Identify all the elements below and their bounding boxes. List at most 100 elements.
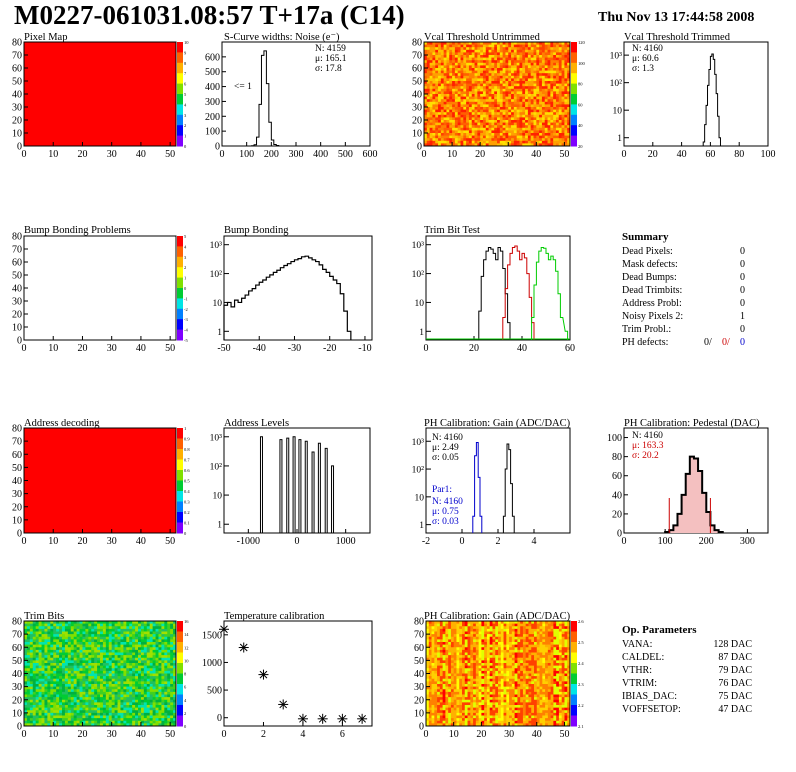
heatmap-cell — [76, 663, 80, 667]
heatmap-cell — [471, 47, 475, 51]
heatmap-cell — [120, 660, 124, 664]
heatmap-cell — [105, 644, 110, 648]
heatmap-cell — [152, 673, 156, 677]
palette-cell — [177, 480, 183, 484]
heatmap-cell — [161, 657, 165, 661]
heatmap-cell — [497, 138, 501, 142]
heatmap-cell — [70, 623, 75, 627]
heatmap-cell — [32, 673, 37, 677]
heatmap-cell — [32, 702, 37, 706]
heatmap-cell — [126, 697, 130, 701]
heatmap-cell — [129, 686, 133, 690]
heatmap-cell — [544, 104, 548, 108]
heatmap-cell — [429, 42, 433, 45]
heatmap-cell — [556, 623, 560, 627]
heatmap-cell — [167, 670, 171, 674]
heatmap-cell — [462, 639, 466, 643]
heatmap-cell — [129, 689, 133, 693]
heatmap-cell — [555, 81, 560, 84]
heatmap-cell — [489, 634, 493, 638]
heatmap-cell — [505, 86, 509, 90]
heatmap-cell — [547, 104, 551, 108]
heatmap-cell — [467, 628, 471, 632]
heatmap-cell — [70, 657, 75, 661]
heatmap-cell — [468, 94, 473, 97]
heatmap-cell — [497, 135, 501, 139]
heatmap-cell — [448, 621, 452, 625]
heatmap-cell — [502, 73, 506, 77]
heatmap-cell — [466, 70, 470, 74]
heatmap-cell — [471, 107, 475, 110]
heatmap-cell — [102, 707, 107, 711]
heatmap-cell — [24, 702, 28, 706]
heatmap-cell — [536, 125, 540, 129]
palette-tick-label: 10 — [184, 40, 189, 45]
heatmap-cell — [97, 705, 101, 709]
heatmap-cell — [457, 91, 461, 95]
heatmap-cell — [91, 657, 95, 661]
heatmap-cell — [105, 705, 110, 709]
heatmap-cell — [550, 120, 554, 123]
heatmap-cell — [567, 143, 571, 147]
heatmap-cell — [102, 663, 107, 667]
heatmap-cell — [41, 705, 45, 709]
heatmap-cell — [494, 99, 498, 103]
heatmap-cell — [511, 42, 515, 45]
heatmap-cell — [502, 135, 506, 139]
heatmap-cell — [105, 642, 110, 646]
heatmap-cell — [530, 112, 534, 116]
heatmap-cell — [513, 57, 518, 61]
heatmap-cell — [443, 49, 447, 53]
heatmap-cell — [173, 686, 177, 690]
heatmap-cell — [94, 684, 98, 688]
heatmap-cell — [26, 668, 31, 672]
heatmap-cell — [111, 686, 116, 690]
heatmap-cell — [555, 62, 560, 66]
heatmap-cell — [516, 47, 520, 51]
heatmap-cell — [41, 660, 45, 664]
heatmap-cell — [497, 140, 501, 144]
heatmap-cell — [564, 626, 568, 630]
heatmap-cell — [102, 686, 107, 690]
heatmap-cell — [79, 705, 83, 709]
heatmap-cell — [485, 109, 489, 113]
palette-cell — [177, 94, 183, 98]
heatmap-cell — [533, 109, 537, 113]
heatmap-cell — [426, 107, 431, 110]
heatmap-cell — [26, 723, 31, 727]
heatmap-cell — [70, 628, 75, 632]
heatmap-cell — [449, 83, 453, 87]
heatmap-cell — [41, 678, 45, 682]
heatmap-cell — [62, 676, 66, 680]
heatmap-cell — [466, 42, 470, 45]
heatmap-cell — [64, 663, 69, 667]
heatmap-cell — [550, 621, 554, 625]
palette-cell — [177, 70, 183, 74]
heatmap-cell — [477, 55, 481, 58]
heatmap-cell — [91, 636, 95, 640]
heatmap-cell — [533, 62, 537, 66]
heatmap-cell — [53, 642, 57, 646]
heatmap-cell — [120, 634, 124, 638]
heatmap-cell — [152, 631, 156, 635]
heatmap-cell — [102, 676, 107, 680]
chart-title: Address decoding — [24, 418, 100, 429]
heatmap-cell — [494, 143, 498, 147]
heatmap-cell — [513, 65, 518, 69]
heatmap-cell — [525, 114, 529, 118]
heatmap-cell — [73, 668, 78, 672]
heatmap-cell — [466, 130, 470, 134]
heatmap-cell — [446, 138, 450, 142]
heatmap-cell — [497, 130, 501, 134]
heatmap-cell — [135, 720, 139, 724]
heatmap-cell — [503, 621, 507, 625]
heatmap-cell — [497, 96, 501, 100]
heatmap-cell — [50, 621, 54, 625]
palette-cell — [177, 712, 183, 716]
heatmap-cell — [449, 101, 453, 105]
heatmap-cell — [161, 628, 165, 632]
palette-tick-label: 0 — [184, 286, 187, 291]
heatmap-cell — [76, 631, 80, 635]
heatmap-cell — [463, 117, 467, 121]
heatmap-cell — [59, 665, 63, 669]
